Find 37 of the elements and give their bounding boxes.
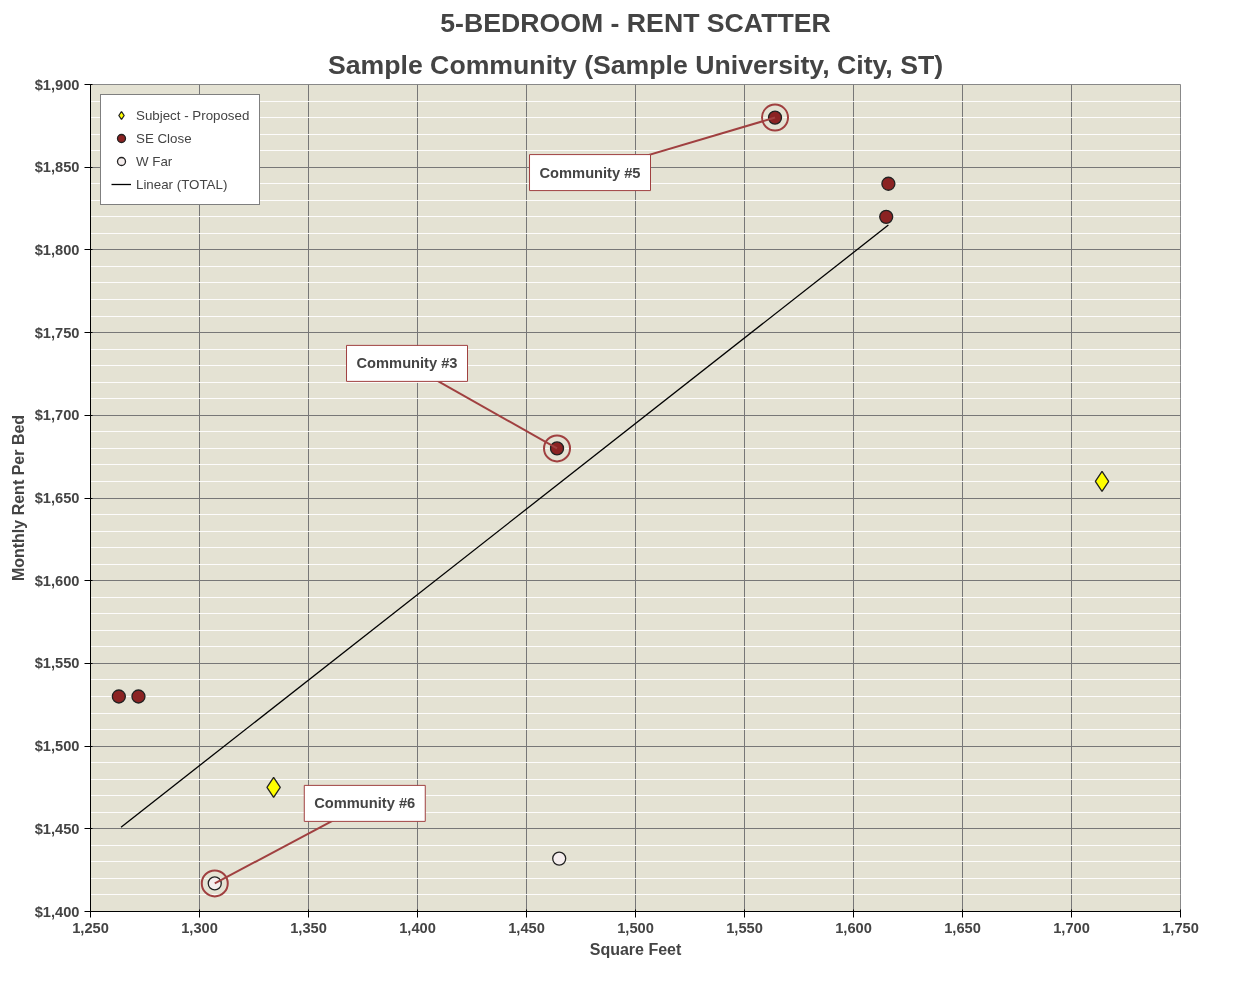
y-tick-label: $1,700 (34, 407, 80, 424)
x-axis-title: Square Feet (589, 940, 682, 958)
point (879, 209, 894, 224)
y-tick-label: $1,750 (34, 324, 80, 341)
x-tick-label: 1,750 (1162, 919, 1199, 936)
y-tick-label: $1,800 (34, 241, 80, 258)
y-tick-label: $1,900 (34, 76, 80, 93)
point (881, 176, 896, 191)
point (131, 689, 146, 704)
legend-label: W Far (136, 153, 173, 169)
x-tick-label: 1,300 (181, 919, 218, 936)
y-tick-label: $1,850 (34, 159, 80, 176)
chart-title: 5-BEDROOM - RENT SCATTER (440, 7, 831, 38)
x-tick-label: 1,600 (835, 919, 872, 936)
y-tick-label: $1,650 (34, 490, 80, 506)
chart-subtitle: Sample Community (Sample University, City, ST) (327, 49, 944, 80)
x-tick-label: 1,400 (399, 919, 436, 936)
y-tick-label: $1,600 (34, 572, 80, 589)
y-tick-label: $1,500 (34, 738, 80, 755)
x-tick-label: 1,700 (1053, 919, 1090, 936)
legend-label: SE Close (136, 130, 192, 146)
annotation: Community #6 (314, 795, 416, 812)
annotation: Community #5 (539, 164, 641, 181)
point (111, 689, 126, 704)
x-tick-label: 1,350 (290, 919, 327, 936)
y-tick-label: $1,400 (34, 903, 80, 920)
x-tick-label: 1,500 (617, 919, 654, 936)
legend-label: Linear (TOTAL) (136, 176, 228, 192)
annotation: Community #3 (356, 355, 458, 372)
y-axis-title: Monthly Rent Per Bed (9, 414, 27, 582)
legend-label: Subject - Proposed (136, 107, 250, 123)
x-tick-label: 1,550 (726, 919, 763, 936)
x-tick-label: 1,450 (508, 919, 545, 936)
x-tick-label: 1,650 (944, 919, 981, 936)
x-tick-label: 1,250 (72, 919, 109, 936)
y-tick-label: $1,450 (34, 820, 80, 837)
y-tick-label: $1,550 (34, 655, 80, 672)
